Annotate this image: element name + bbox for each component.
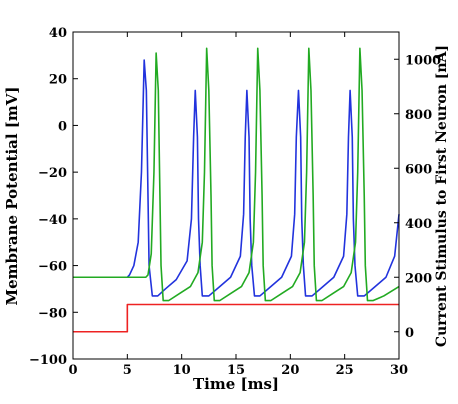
y-right-tick-label: 400 <box>405 217 432 232</box>
y-right-tick-label: 1000 <box>405 53 441 68</box>
plot-frame <box>72 31 400 360</box>
series-line-2 <box>73 303 399 333</box>
tick-labels: 0 5 10 15 20 25 3040200−20−40−60−80−1001000800… <box>29 26 441 378</box>
x-tick-label: 5 <box>123 363 132 378</box>
ticks <box>72 31 400 360</box>
series-line-1 <box>73 47 400 302</box>
y-left-tick-label: −60 <box>38 260 67 275</box>
x-axis-title: Time [ms] <box>193 375 279 393</box>
x-tick-label: 25 <box>336 363 354 378</box>
y-left-tick-label: −80 <box>38 306 67 321</box>
x-tick-label: 20 <box>281 363 299 378</box>
y-right-tick-label: 0 <box>405 326 414 341</box>
y-left-tick-label: 20 <box>49 73 67 88</box>
y-axis-right-title: Current Stimulus to First Neuron [nA] <box>434 45 450 347</box>
y-axis-left-title: Membrane Potential [mV] <box>3 86 21 305</box>
y-right-tick-label: 600 <box>405 162 432 177</box>
y-left-tick-label: 0 <box>58 119 67 134</box>
x-tick-label: 30 <box>390 363 408 378</box>
y-left-tick-label: −40 <box>38 213 67 228</box>
y-left-tick-label: 40 <box>49 26 67 41</box>
series-line-0 <box>73 59 400 297</box>
x-tick-label: 15 <box>227 363 245 378</box>
x-tick-label: 10 <box>173 363 191 378</box>
x-tick-label: 0 <box>68 363 77 378</box>
y-left-tick-label: −100 <box>29 353 67 368</box>
y-right-tick-label: 200 <box>405 271 432 286</box>
y-right-tick-label: 800 <box>405 108 432 123</box>
y-left-tick-label: −20 <box>38 166 67 181</box>
plot-lines <box>73 47 400 333</box>
